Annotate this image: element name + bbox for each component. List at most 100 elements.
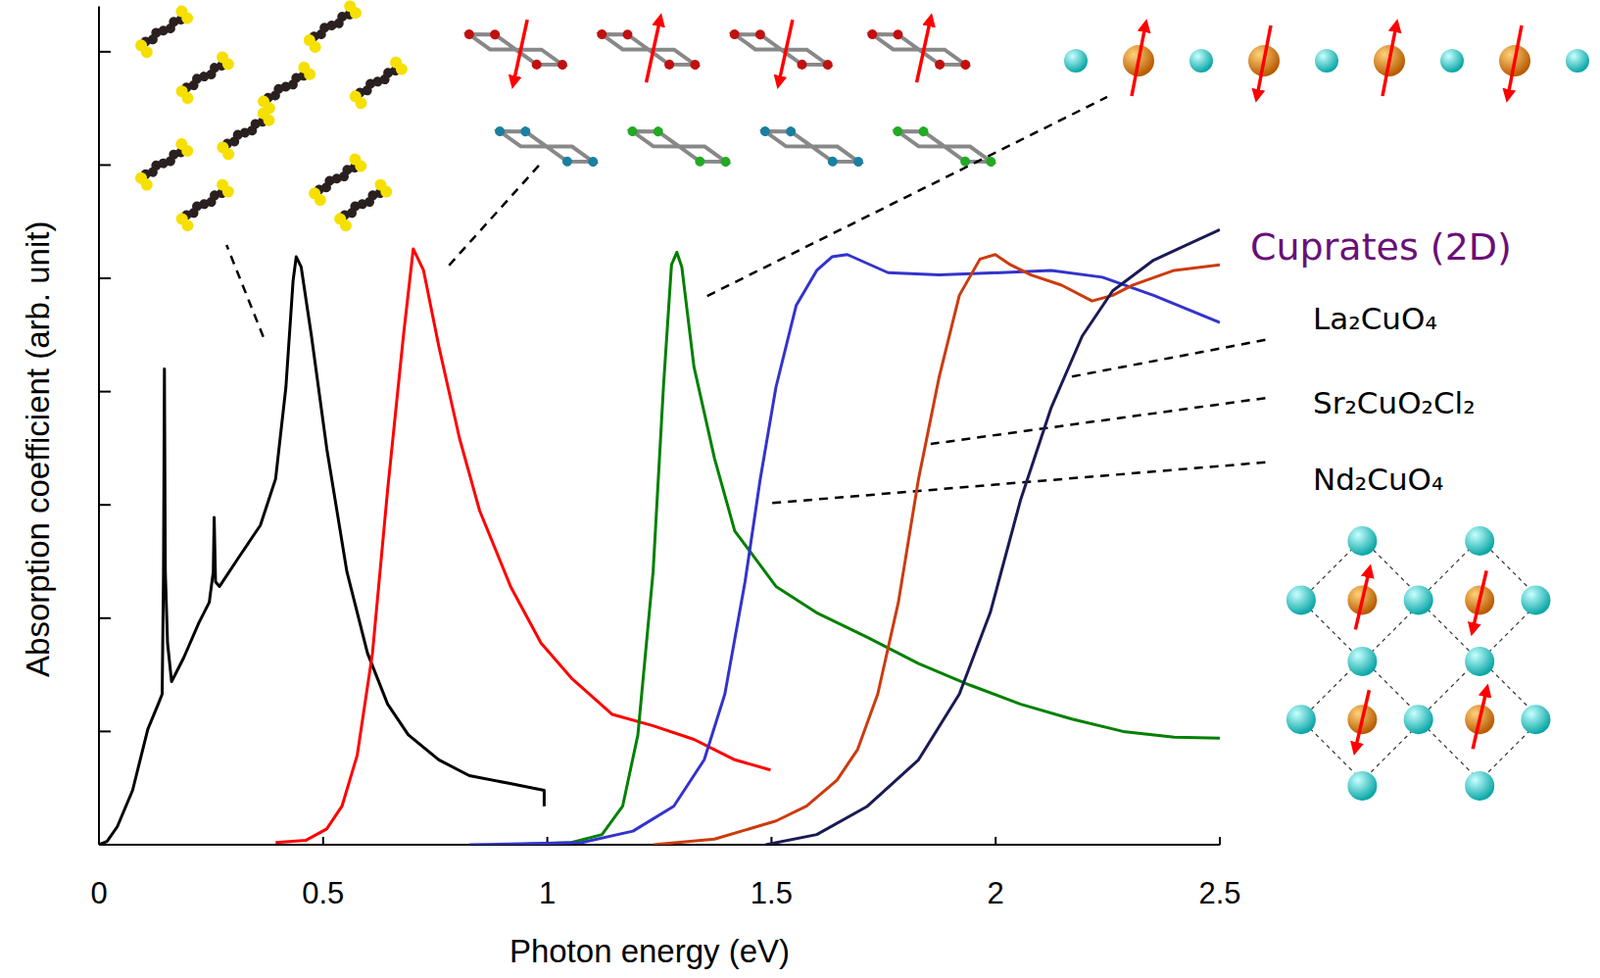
spin-arrow	[513, 19, 528, 83]
spin-arrow	[1472, 570, 1487, 630]
molecule-atom	[493, 125, 507, 139]
atom	[1347, 771, 1377, 801]
molecule-atom	[138, 44, 155, 61]
spin-arrow	[1472, 689, 1487, 749]
y-axis-title: Absorption coefficient (arb. unit)	[19, 221, 56, 678]
atom	[1404, 704, 1434, 734]
molecule-atom	[917, 125, 930, 139]
molecule-atom	[561, 155, 575, 169]
atom	[1347, 526, 1377, 556]
molecule-atom	[727, 28, 741, 42]
atom	[1440, 48, 1464, 73]
molecule-atom	[891, 28, 905, 42]
molecule-atom	[959, 58, 972, 72]
molecule-atom	[179, 142, 196, 159]
molecule-atom	[530, 58, 543, 72]
x-tick-label: 1	[538, 875, 556, 911]
molecule-atom	[825, 155, 839, 169]
x-tick-label: 0	[90, 875, 107, 911]
molecule-atom	[463, 28, 477, 42]
molecule-atom	[621, 28, 634, 42]
y-tick	[98, 503, 111, 506]
spin-arrow	[1355, 689, 1369, 749]
series-label: Nd₂CuO₄	[1312, 461, 1444, 497]
molecule-bonds	[762, 123, 861, 169]
molecule-atom	[378, 183, 395, 200]
molecule-atom	[933, 58, 947, 72]
atom	[1189, 48, 1213, 73]
molecule-atom	[795, 58, 809, 72]
series-line	[469, 254, 1220, 845]
x-tick	[322, 836, 325, 845]
atom	[1314, 48, 1339, 73]
atom	[1520, 704, 1551, 734]
x-tick-label: 2.5	[1198, 875, 1241, 911]
leader-line	[930, 397, 1266, 444]
molecule-atom	[959, 155, 972, 169]
atom	[1064, 48, 1088, 73]
molecule-atom	[352, 95, 370, 112]
series-line	[765, 229, 1220, 845]
plot-area	[98, 229, 1220, 845]
molecule	[624, 117, 735, 176]
molecule	[173, 48, 237, 107]
y-tick	[98, 50, 111, 53]
molecule-atom	[754, 28, 768, 42]
series-line	[510, 251, 1220, 845]
y-tick	[98, 163, 111, 166]
molecule-atom	[260, 111, 278, 129]
molecule	[133, 2, 196, 61]
spin-arrow	[1131, 25, 1146, 97]
molecule-atom	[866, 28, 879, 42]
molecule-atom	[626, 125, 639, 139]
molecule	[173, 176, 237, 235]
molecule	[306, 150, 370, 209]
spin-arrow	[646, 19, 661, 83]
molecule-atom	[556, 58, 570, 72]
spin-arrow	[778, 19, 793, 83]
molecule-atom	[179, 217, 196, 235]
chart: 00.511.522.5Photon energy (eV)Absorption…	[0, 0, 1600, 978]
x-tick-label: 0.5	[301, 875, 344, 911]
molecule	[490, 117, 602, 176]
molecule-atom	[821, 58, 834, 72]
molecule-bonds	[895, 123, 994, 169]
x-axis-title: Photon energy (eV)	[509, 932, 790, 970]
atom	[1347, 646, 1377, 677]
atom	[1565, 48, 1590, 73]
atom	[1520, 584, 1551, 615]
series-line	[98, 256, 544, 845]
atom	[1286, 704, 1316, 734]
molecule-atom	[179, 90, 196, 107]
spin-arrow	[1257, 25, 1271, 97]
series-line	[275, 248, 771, 843]
x-tick	[1218, 836, 1221, 845]
spin-arrow	[917, 19, 931, 83]
atom	[1404, 584, 1434, 615]
atom	[1464, 646, 1495, 677]
molecule	[300, 0, 364, 55]
molecule-atom	[688, 58, 702, 72]
atom	[1464, 526, 1495, 556]
x-tick-label: 1.5	[750, 875, 793, 911]
molecule-bonds	[630, 123, 728, 169]
series-label: Sr₂CuO₂Cl₂	[1312, 385, 1476, 421]
molecule-atom	[311, 192, 329, 209]
y-axis	[97, 6, 100, 845]
molecule-atom	[138, 176, 155, 194]
atom	[1286, 584, 1316, 615]
y-tick	[98, 729, 111, 732]
molecule-atom	[719, 155, 732, 169]
molecule	[133, 136, 196, 194]
molecule-atom	[663, 58, 677, 72]
molecule-atom	[347, 4, 365, 22]
molecule-atom	[693, 155, 707, 169]
molecule-atom	[891, 125, 905, 139]
molecule-atom	[488, 28, 502, 42]
molecule-bonds	[497, 123, 596, 169]
molecule-atom	[219, 55, 237, 73]
molecule-atom	[984, 155, 998, 169]
annotation: Cuprates (2D)	[1250, 225, 1512, 269]
molecule-atom	[301, 65, 319, 83]
spin-arrow	[1382, 25, 1397, 97]
